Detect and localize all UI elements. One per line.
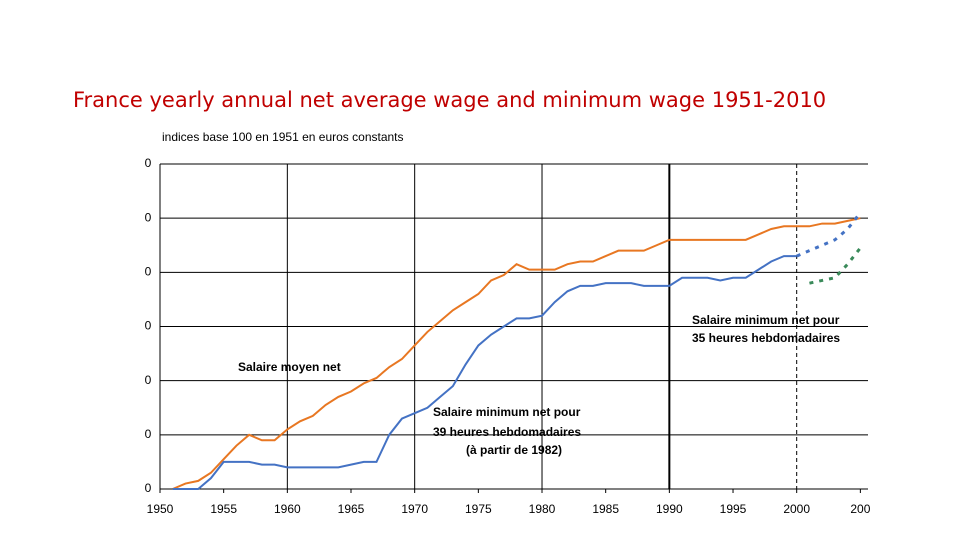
x-tick-label: 1970 xyxy=(401,502,428,516)
y-tick-label: 0 xyxy=(145,427,152,441)
annotation: 39 heures hebdomadaires xyxy=(433,425,581,439)
y-tick-label: 0 xyxy=(145,210,152,224)
x-tick-label: 2000 xyxy=(783,502,810,516)
line-series xyxy=(809,247,862,285)
annotation: Salaire minimum net pour xyxy=(433,405,581,419)
x-tick-label: 1955 xyxy=(210,502,237,516)
x-tick-label: 1975 xyxy=(465,502,492,516)
x-tick-label: 1965 xyxy=(338,502,365,516)
y-tick-label: 0 xyxy=(145,156,152,170)
x-tick-label: 1995 xyxy=(720,502,747,516)
x-tick-label: 1985 xyxy=(592,502,619,516)
line-series xyxy=(172,217,861,490)
y-tick-label: 0 xyxy=(145,373,152,387)
x-tick-label: 1980 xyxy=(529,502,556,516)
chart-title: France yearly annual net average wage an… xyxy=(73,88,826,112)
x-tick-label: 1960 xyxy=(274,502,301,516)
subtitle: indices base 100 en 1951 en euros consta… xyxy=(162,130,404,144)
x-tick-label: 1990 xyxy=(656,502,683,516)
y-tick-label: 0 xyxy=(145,319,152,333)
annotation: 35 heures hebdomadaires xyxy=(692,331,840,345)
x-tick-label: 200 xyxy=(850,502,870,516)
line-series xyxy=(796,211,862,258)
y-tick-label: 0 xyxy=(145,265,152,279)
annotation: Salaire moyen net xyxy=(238,360,341,374)
y-tick-label: 0 xyxy=(145,481,152,495)
x-tick-label: 1950 xyxy=(147,502,174,516)
annotation: Salaire minimum net pour xyxy=(692,313,840,327)
annotation: (à partir de 1982) xyxy=(466,443,562,457)
line-series xyxy=(172,255,797,490)
